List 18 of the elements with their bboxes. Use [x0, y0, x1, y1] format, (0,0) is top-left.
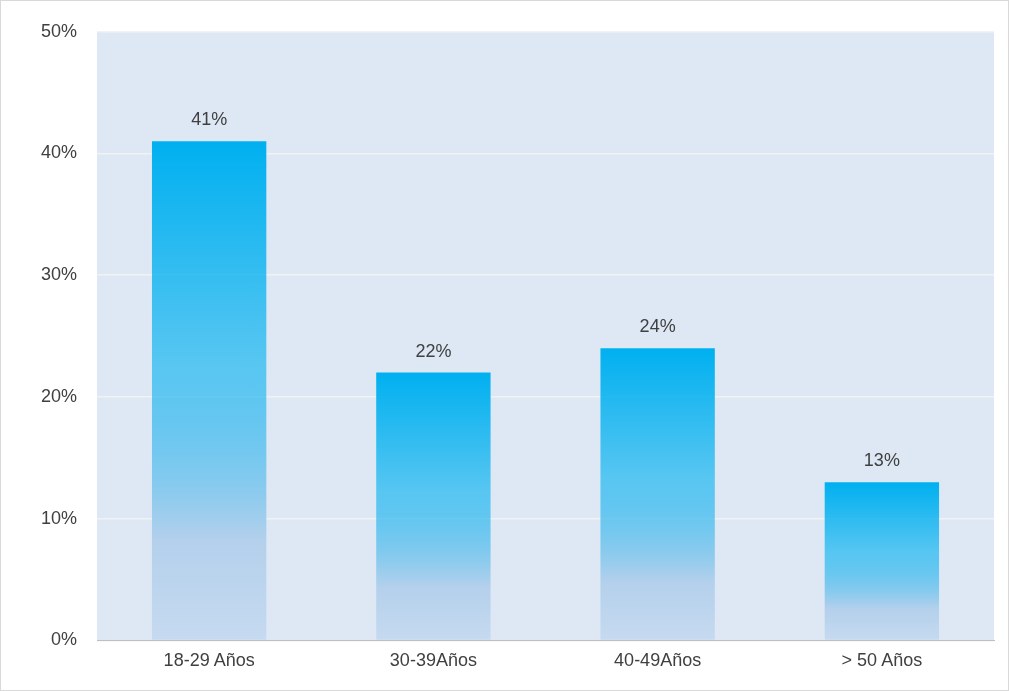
bar — [376, 372, 491, 640]
x-tick-label: 30-39Años — [389, 650, 477, 671]
y-tick-label: 40% — [41, 142, 78, 163]
data-label: 13% — [863, 450, 900, 471]
y-tick-label: 10% — [41, 507, 78, 528]
data-label: 22% — [415, 340, 452, 361]
y-tick-label: 30% — [41, 264, 78, 285]
bar — [600, 348, 715, 640]
x-tick-label: 18-29 Años — [163, 650, 255, 671]
bar — [824, 482, 940, 640]
x-tick-label: 40-49Años — [614, 650, 702, 671]
data-label: 24% — [639, 316, 676, 337]
y-tick-label: 20% — [41, 385, 78, 406]
y-tick-label: 50% — [41, 20, 78, 41]
data-label: 41% — [191, 109, 228, 130]
bar — [151, 141, 267, 640]
y-tick-label: 0% — [51, 629, 78, 650]
x-tick-label: > 50 Años — [841, 650, 923, 671]
